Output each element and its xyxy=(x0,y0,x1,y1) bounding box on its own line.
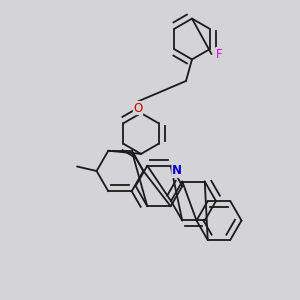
Text: N: N xyxy=(172,164,182,178)
Text: O: O xyxy=(134,101,142,115)
Text: F: F xyxy=(216,47,223,61)
